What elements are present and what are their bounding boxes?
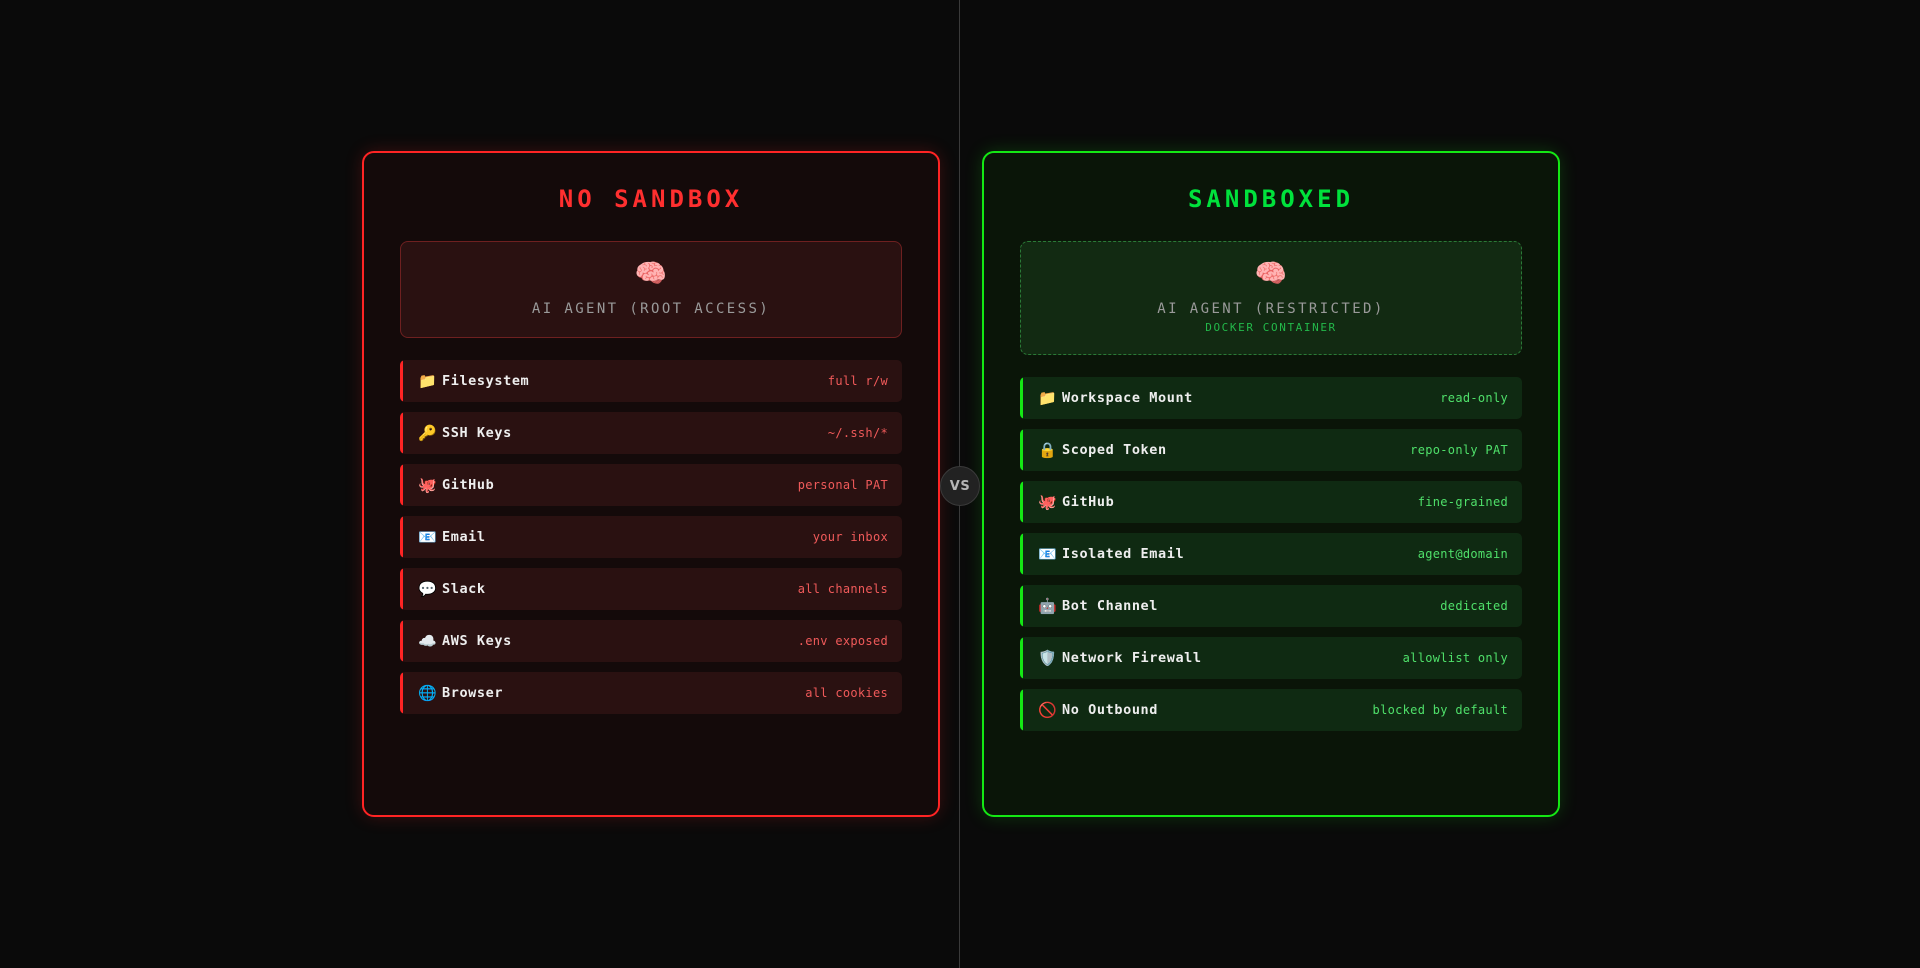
list-item[interactable]: 📁 Filesystem full r/w bbox=[400, 359, 902, 402]
no-sandbox-item-list: 📁 Filesystem full r/w 🔑 SSH Keys ~/.ssh/… bbox=[400, 359, 902, 714]
restricted-agent-label: AI AGENT (RESTRICTED) bbox=[1157, 300, 1385, 317]
list-item[interactable]: 🤖 Bot Channel dedicated bbox=[1020, 584, 1522, 627]
item-value: your inbox bbox=[812, 529, 888, 544]
restricted-agent-box: 🧠 AI AGENT (RESTRICTED) DOCKER CONTAINER bbox=[1020, 241, 1522, 355]
list-item[interactable]: 🛡️ Network Firewall allowlist only bbox=[1020, 636, 1522, 679]
speech-bubble-icon: 💬 bbox=[418, 579, 437, 598]
item-label: Email bbox=[442, 528, 486, 545]
item-value: repo-only PAT bbox=[1410, 442, 1508, 457]
root-agent-label: AI AGENT (ROOT ACCESS) bbox=[531, 300, 771, 317]
email-icon: 📧 bbox=[418, 527, 437, 546]
item-label: Bot Channel bbox=[1062, 597, 1159, 614]
item-label: Workspace Mount bbox=[1062, 389, 1193, 406]
folder-icon: 📁 bbox=[418, 371, 437, 390]
brain-icon: 🧠 bbox=[634, 259, 668, 289]
octopus-icon: 🐙 bbox=[418, 475, 437, 494]
lock-icon: 🔒 bbox=[1038, 440, 1057, 459]
sandboxed-item-list: 📁 Workspace Mount read-only 🔒 Scoped Tok… bbox=[1020, 376, 1522, 731]
item-value: full r/w bbox=[827, 373, 888, 388]
list-item[interactable]: 🐙 GitHub fine-grained bbox=[1020, 480, 1522, 523]
item-label: Scoped Token bbox=[1062, 441, 1167, 458]
item-label: GitHub bbox=[1062, 493, 1115, 510]
item-label: AWS Keys bbox=[442, 632, 512, 649]
item-value: dedicated bbox=[1440, 598, 1508, 613]
list-item[interactable]: 🚫 No Outbound blocked by default bbox=[1020, 688, 1522, 731]
globe-icon: 🌐 bbox=[418, 683, 437, 702]
list-item[interactable]: 🔒 Scoped Token repo-only PAT bbox=[1020, 428, 1522, 471]
prohibited-icon: 🚫 bbox=[1038, 700, 1057, 719]
item-value: all channels bbox=[797, 581, 888, 596]
item-value: .env exposed bbox=[797, 633, 888, 648]
item-label: Browser bbox=[442, 684, 504, 701]
item-value: personal PAT bbox=[797, 477, 888, 492]
shield-icon: 🛡️ bbox=[1038, 648, 1057, 667]
vs-badge: VS bbox=[940, 466, 980, 506]
no-sandbox-title: NO SANDBOX bbox=[558, 185, 744, 213]
item-value: allowlist only bbox=[1402, 650, 1508, 665]
item-value: blocked by default bbox=[1372, 702, 1508, 717]
item-value: read-only bbox=[1440, 390, 1508, 405]
list-item[interactable]: 💬 Slack all channels bbox=[400, 567, 902, 610]
root-agent-box: 🧠 AI AGENT (ROOT ACCESS) bbox=[400, 241, 902, 338]
sandboxed-title: SANDBOXED bbox=[1187, 185, 1355, 213]
brain-icon: 🧠 bbox=[1254, 259, 1288, 289]
robot-icon: 🤖 bbox=[1038, 596, 1057, 615]
list-item[interactable]: 📁 Workspace Mount read-only bbox=[1020, 376, 1522, 419]
list-item[interactable]: ☁️ AWS Keys .env exposed bbox=[400, 619, 902, 662]
item-value: ~/.ssh/* bbox=[827, 425, 888, 440]
folder-icon: 📁 bbox=[1038, 388, 1057, 407]
list-item[interactable]: 🌐 Browser all cookies bbox=[400, 671, 902, 714]
item-label: SSH Keys bbox=[442, 424, 512, 441]
item-value: fine-grained bbox=[1417, 494, 1508, 509]
item-label: GitHub bbox=[442, 476, 495, 493]
sandboxed-panel: SANDBOXED 🧠 AI AGENT (RESTRICTED) DOCKER… bbox=[982, 151, 1560, 817]
no-sandbox-panel: NO SANDBOX 🧠 AI AGENT (ROOT ACCESS) 📁 Fi… bbox=[362, 151, 940, 817]
cloud-icon: ☁️ bbox=[418, 631, 437, 650]
key-icon: 🔑 bbox=[418, 423, 437, 442]
docker-container-label: DOCKER CONTAINER bbox=[1205, 320, 1337, 334]
item-value: agent@domain bbox=[1417, 546, 1508, 561]
item-label: Filesystem bbox=[442, 372, 530, 389]
item-label: Slack bbox=[442, 580, 486, 597]
item-label: Network Firewall bbox=[1062, 649, 1202, 666]
item-label: Isolated Email bbox=[1062, 545, 1185, 562]
item-value: all cookies bbox=[805, 685, 888, 700]
email-icon: 📧 bbox=[1038, 544, 1057, 563]
list-item[interactable]: 🔑 SSH Keys ~/.ssh/* bbox=[400, 411, 902, 454]
octopus-icon: 🐙 bbox=[1038, 492, 1057, 511]
list-item[interactable]: 📧 Isolated Email agent@domain bbox=[1020, 532, 1522, 575]
item-label: No Outbound bbox=[1062, 701, 1159, 718]
list-item[interactable]: 🐙 GitHub personal PAT bbox=[400, 463, 902, 506]
list-item[interactable]: 📧 Email your inbox bbox=[400, 515, 902, 558]
